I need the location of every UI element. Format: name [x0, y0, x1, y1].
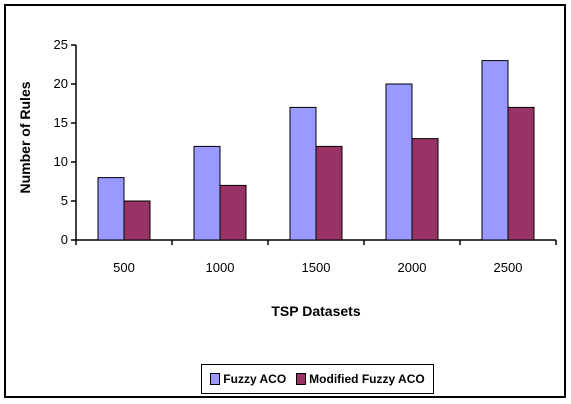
x-tick-label: 2500 — [494, 260, 523, 275]
y-tick-label: 0 — [61, 232, 68, 247]
legend: Fuzzy ACO Modified Fuzzy ACO — [201, 364, 434, 394]
bar-fuzzy-aco-1000 — [193, 145, 221, 241]
bar-modified-fuzzy-aco-2500 — [507, 106, 535, 241]
x-tick-label: 1500 — [302, 260, 331, 275]
bar-fuzzy-aco-500 — [97, 177, 125, 241]
bar-modified-fuzzy-aco-1500 — [315, 145, 343, 241]
y-axis-title: Number of Rules — [17, 81, 33, 193]
legend-label-fuzzy-aco: Fuzzy ACO — [223, 372, 287, 386]
legend-swatch-modified-fuzzy-aco — [296, 373, 307, 385]
y-tick-label: 10 — [54, 154, 68, 169]
y-tick-label: 20 — [54, 76, 68, 91]
bar-modified-fuzzy-aco-2000 — [411, 138, 439, 241]
x-tick-label: 2000 — [398, 260, 427, 275]
bar-fuzzy-aco-2000 — [385, 83, 413, 241]
y-tick-label: 5 — [61, 193, 68, 208]
legend-item-fuzzy-aco: Fuzzy ACO — [210, 372, 286, 386]
x-axis-title: TSP Datasets — [271, 303, 360, 319]
legend-label-modified-fuzzy-aco: Modified Fuzzy ACO — [309, 372, 425, 386]
x-tick-label: 1000 — [206, 260, 235, 275]
x-axis: 500 1000 1500 2000 2500 — [75, 239, 557, 275]
bar-modified-fuzzy-aco-1000 — [219, 184, 247, 241]
x-tick-label: 500 — [113, 260, 135, 275]
bar-modified-fuzzy-aco-500 — [123, 200, 151, 241]
y-tick-label: 15 — [54, 115, 68, 130]
y-tick-label: 25 — [54, 37, 68, 52]
legend-item-modified-fuzzy-aco: Modified Fuzzy ACO — [296, 372, 425, 386]
bar-fuzzy-aco-1500 — [289, 106, 317, 241]
y-axis: 0 5 10 15 20 25 — [54, 37, 77, 247]
legend-swatch-fuzzy-aco — [210, 373, 221, 385]
bars — [97, 60, 535, 241]
bar-fuzzy-aco-2500 — [481, 60, 509, 241]
